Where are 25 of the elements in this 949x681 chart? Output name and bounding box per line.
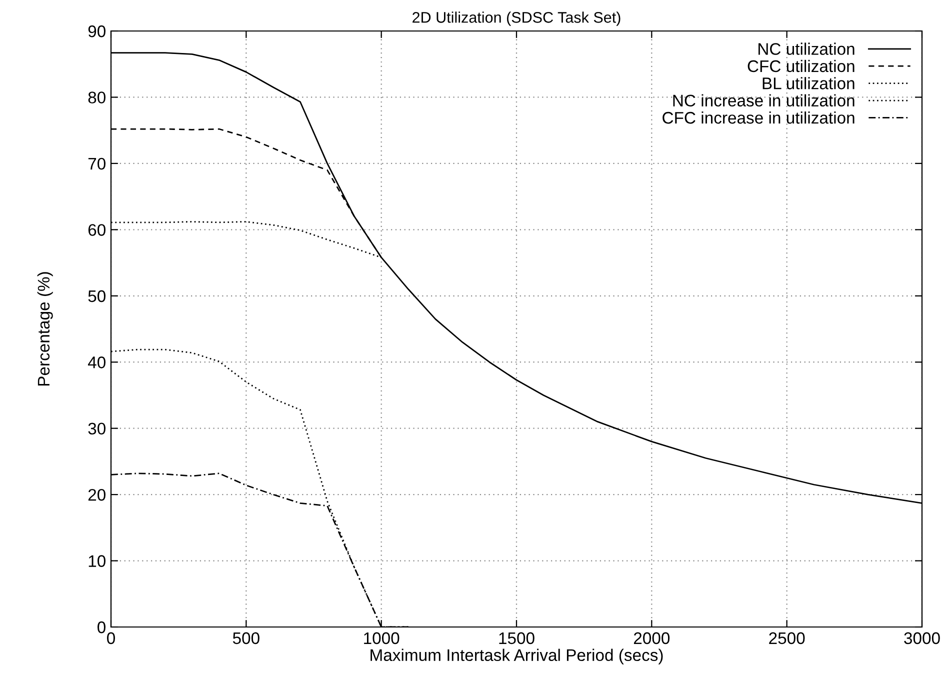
legend-label: CFC increase in utilization <box>662 111 854 124</box>
y-tick-label: 60 <box>88 224 106 236</box>
legend-label: NC utilization <box>758 42 854 55</box>
x-tick-label: 3000 <box>904 632 940 644</box>
y-tick-label: 50 <box>88 290 106 302</box>
legend-label: CFC utilization <box>748 60 854 72</box>
y-tick-label: 20 <box>88 488 106 501</box>
x-tick-label: 2000 <box>634 632 670 644</box>
y-tick-label: 0 <box>98 621 106 634</box>
x-tick-label: 1500 <box>499 632 534 644</box>
y-axis-title: Percentage (%) <box>37 272 53 386</box>
legend-label: BL utilization <box>762 77 854 90</box>
chart-title: 2D Utilization (SDSC Task Set) <box>412 12 620 26</box>
x-tick-label: 0 <box>107 632 115 644</box>
x-tick-label: 1000 <box>364 632 400 644</box>
y-tick-label: 70 <box>88 158 106 170</box>
x-tick-label: 2500 <box>769 632 805 644</box>
y-tick-label: 10 <box>88 555 106 567</box>
y-tick-label: 80 <box>88 92 106 104</box>
x-tick-label: 500 <box>232 632 260 644</box>
legend-label: NC increase in utilization <box>673 94 854 107</box>
y-tick-label: 40 <box>88 356 106 368</box>
y-tick-label: 30 <box>88 422 106 435</box>
x-axis-title: Maximum Intertask Arrival Period (secs) <box>370 648 663 664</box>
y-tick-label: 90 <box>88 25 106 38</box>
